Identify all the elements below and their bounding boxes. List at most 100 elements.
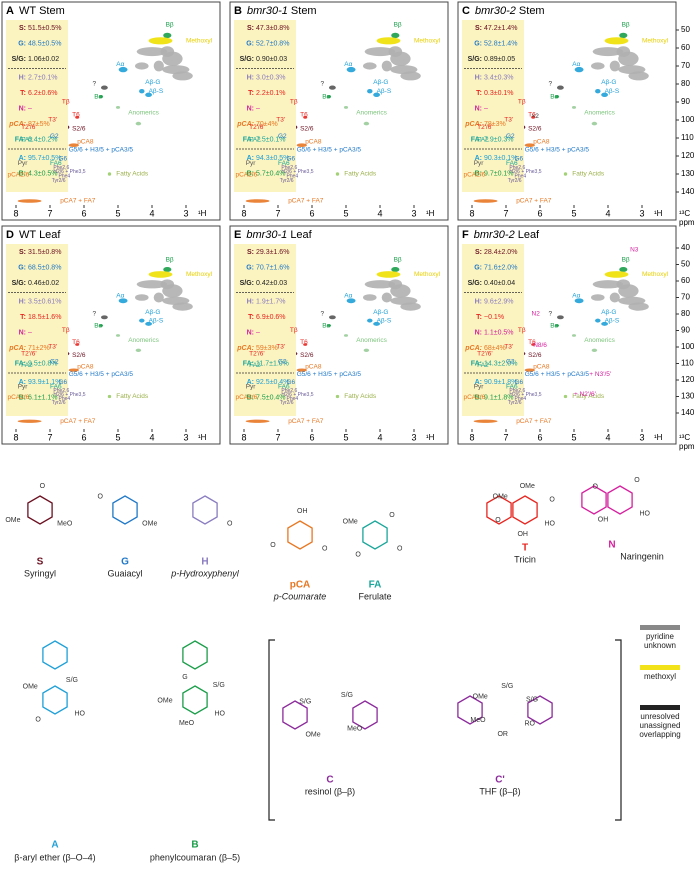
peak-label: H2/6 + Phe3,5 — [281, 169, 313, 175]
row-label: pCA: — [236, 121, 254, 128]
row-value: 70.7±1.6% — [256, 264, 289, 271]
peak-label: S2/6 — [72, 126, 86, 133]
row-label: S: — [475, 25, 482, 32]
peak-label-extra: + N2'/6' — [574, 391, 596, 398]
peak-label: pCA8 — [533, 138, 550, 145]
cross-peak — [601, 321, 608, 326]
cross-peak — [98, 95, 104, 99]
x-tick-label: 8 — [13, 432, 18, 442]
peak-label-extra: ×2 — [532, 113, 540, 120]
peak-label: ? — [321, 311, 325, 318]
peak-label: Methoxyl — [642, 271, 669, 278]
panel-letter: C — [462, 5, 470, 17]
peak-label: Aβ-G — [145, 79, 160, 86]
cross-peak — [136, 47, 168, 57]
peak-label: G5/6 + H3/5 + pCA3/5 — [297, 371, 362, 378]
atom-label: MeO — [57, 520, 73, 527]
cross-peak — [303, 115, 308, 119]
y-tick-label: 130 — [681, 169, 695, 178]
y-tick-label: 120 — [681, 375, 695, 384]
peak-label: Anomerics — [356, 337, 387, 344]
y-tick-label: 90 — [681, 326, 690, 335]
row-value: 52.8±1.4% — [484, 40, 517, 47]
unit-abbr: A — [51, 840, 58, 851]
y-unit2: ppm — [679, 442, 695, 451]
composition-box — [462, 20, 524, 192]
ring — [607, 485, 633, 515]
peak-label: ? — [321, 81, 325, 88]
x-tick-label: 4 — [377, 208, 382, 218]
cross-peak — [473, 419, 498, 423]
peak-label: Bβ — [166, 256, 174, 263]
y-tick-label: 140 — [681, 408, 695, 417]
cross-peak — [153, 292, 164, 303]
peak-label: FA2 — [21, 362, 33, 369]
x-tick-label: 8 — [241, 208, 246, 218]
unit-name: Guaiacyl — [107, 568, 142, 578]
row-value: 52.7±0.8% — [256, 40, 289, 47]
cross-peak — [245, 199, 270, 203]
legend-line: overlapping — [639, 730, 680, 739]
cross-peak — [571, 334, 577, 337]
row-label: B: — [247, 170, 254, 177]
peak-label: FA6 — [50, 160, 62, 167]
cross-peak — [554, 95, 560, 99]
peak-label: FA6 — [278, 383, 290, 390]
peak-label: Anomerics — [584, 110, 615, 117]
row-value: 94.3±0.5% — [256, 155, 289, 162]
row-value: 90.9±1.8% — [484, 379, 517, 386]
cross-peak — [17, 199, 42, 203]
atom-label: S/G — [66, 677, 78, 684]
row-value: 3.4±0.3% — [484, 74, 514, 81]
peak-label: G2 — [278, 359, 287, 366]
y-tick-label: 140 — [681, 187, 695, 196]
row-label: B: — [475, 170, 482, 177]
row-value: 93.9±1.1% — [28, 379, 61, 386]
row-value: 87±5% — [28, 121, 50, 128]
peak-label: S2/6 — [72, 352, 86, 359]
cross-peak — [172, 71, 193, 81]
row-value: 68±4% — [484, 345, 506, 352]
cross-peak — [524, 368, 535, 372]
row-value: 0.46±0.02 — [28, 280, 59, 287]
row-label: S/G: — [468, 280, 482, 287]
peak-label: Bβ — [622, 256, 630, 263]
peak-label: Fatty Acids — [344, 171, 377, 178]
row-value: – — [28, 329, 32, 336]
row-value: 0.89±0.05 — [484, 56, 515, 63]
y-tick-label: 60 — [681, 276, 690, 285]
row-label: B: — [19, 170, 26, 177]
peak-label: Bα — [322, 322, 330, 329]
ring — [42, 640, 68, 670]
peak-label: G5/6 + H3/5 + pCA3/5 — [525, 371, 590, 378]
bracket — [268, 639, 622, 821]
peak-label: Pyr — [18, 160, 29, 167]
composition-box — [6, 244, 68, 416]
peak-label: Phe4 — [515, 396, 527, 402]
peak-label: Anomerics — [128, 337, 159, 344]
atom-label: S/G — [526, 696, 538, 703]
cross-peak — [557, 315, 564, 320]
x-tick-label: 7 — [503, 208, 508, 218]
atom-label: O — [322, 545, 328, 552]
atom-label: OMe — [157, 698, 172, 705]
unit-name: Ferulate — [358, 591, 391, 601]
row-label: FA: — [243, 136, 254, 143]
peak-label: T6 — [72, 111, 80, 118]
atom-label: OMe — [5, 517, 20, 524]
peak-label: Bβ — [166, 21, 174, 28]
atom-label: HO — [215, 710, 226, 717]
atom-label: O — [495, 517, 501, 524]
ring — [182, 685, 208, 715]
row-label: T: — [248, 90, 254, 97]
peak-label: G6 — [287, 155, 296, 162]
cross-peak — [400, 302, 421, 311]
peak-label: Tyr2/6 — [52, 178, 66, 184]
ring — [192, 495, 218, 525]
peak-label: Anomerics — [584, 337, 615, 344]
cross-peak — [400, 71, 421, 81]
unit-name: resinol (β–β) — [305, 786, 355, 796]
peak-label: FA2 — [477, 137, 489, 144]
y-tick-label: 100 — [681, 342, 695, 351]
